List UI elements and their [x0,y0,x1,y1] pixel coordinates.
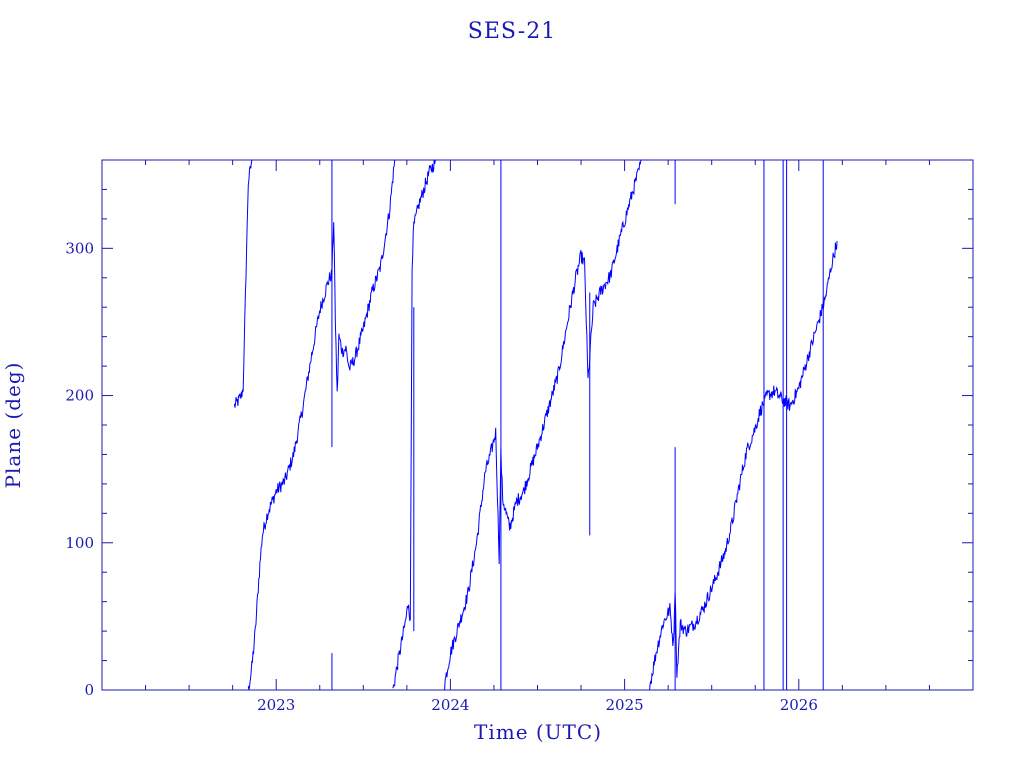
x-tick-label: 2024 [431,696,469,714]
series-line-segment [392,159,437,689]
y-tick-label: 100 [65,534,94,552]
series-line-segment [649,240,838,691]
x-tick-label: 2026 [780,696,818,714]
x-tick-label: 2025 [606,696,644,714]
x-tick-label: 2023 [257,696,295,714]
chart-title: SES-21 [468,19,556,44]
series-line-segment [247,159,396,691]
y-axis-label: Plane (deg) [1,362,25,489]
y-tick-label: 0 [84,681,94,699]
series-plane [233,159,838,691]
y-tick-label: 200 [65,387,94,405]
series-line-segment [233,159,253,408]
axis-ticks [101,159,974,691]
series-line-segment [443,159,642,691]
y-tick-label: 300 [65,239,94,257]
tick-labels: 2023 2024 2025 2026 0 100 200 300 [65,239,818,714]
x-axis-label: Time (UTC) [474,720,602,744]
plot-frame [101,159,974,691]
